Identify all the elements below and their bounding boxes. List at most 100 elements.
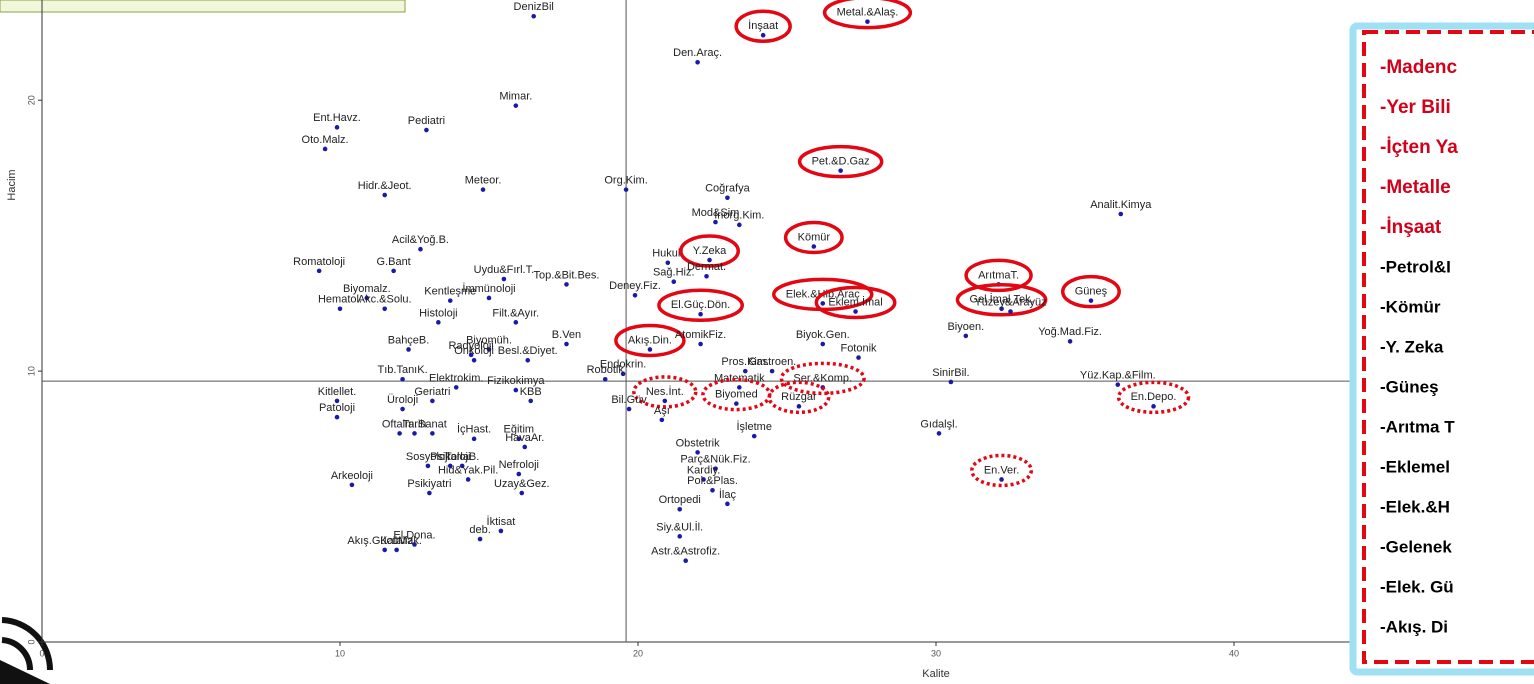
point <box>412 542 417 547</box>
highlight-ring <box>964 258 1033 293</box>
point <box>513 103 519 108</box>
point-label: Fizikokimya <box>487 375 545 387</box>
point <box>382 547 388 553</box>
note-box <box>0 0 406 13</box>
point-label: Aşı <box>654 405 670 417</box>
point-label: Deney.Fiz. <box>609 280 661 292</box>
panel-item: -Güneş <box>1380 377 1439 396</box>
point <box>820 301 826 306</box>
point <box>948 379 954 385</box>
point <box>698 311 703 317</box>
panel-item: -Elek.&H <box>1380 497 1450 516</box>
point-label: Psikiyatri <box>407 478 451 490</box>
point <box>447 298 453 303</box>
x-tick-label: 10 <box>335 648 345 658</box>
point <box>1008 309 1013 314</box>
side-panel: -Madenc -Yer Bili -İçten Ya -Metalle -İnşaat… <box>1349 22 1534 676</box>
point <box>430 398 435 404</box>
panel-item: -Madenc <box>1380 57 1458 78</box>
point-label: Pet.&D.Gaz <box>812 156 870 168</box>
point-label: Biyomüh. <box>466 334 512 346</box>
point <box>796 404 802 409</box>
highlight-ring <box>822 0 913 30</box>
point-label: Gastroen. <box>748 356 796 368</box>
point-label: Ser.&Komp. <box>793 372 852 384</box>
point-label: Onkoloji <box>454 345 494 357</box>
point <box>662 398 668 404</box>
point <box>564 282 569 287</box>
point <box>1088 298 1094 303</box>
point <box>316 268 322 274</box>
point <box>525 357 531 363</box>
point <box>698 341 703 347</box>
point <box>480 187 486 192</box>
point <box>471 357 477 363</box>
point-label: Yüzey&Arayüz <box>974 296 1046 308</box>
point-label: Kardiy. <box>687 464 720 476</box>
point-label: Psikoloji <box>430 451 470 463</box>
point-label: KBB <box>520 386 542 398</box>
point <box>737 385 742 390</box>
point <box>334 414 340 420</box>
point <box>477 536 483 542</box>
point <box>519 490 525 496</box>
highlight-ring <box>1116 380 1191 415</box>
x-tick-label: 30 <box>931 648 941 658</box>
x-tick-label: 40 <box>1229 648 1239 658</box>
point <box>447 463 453 469</box>
point <box>427 490 432 496</box>
point-label: İnorg.Kim. <box>714 209 764 222</box>
highlight-ring <box>783 220 844 255</box>
point <box>394 547 399 553</box>
point <box>737 222 742 228</box>
point-label: El.Dona. <box>393 529 435 541</box>
point-label: Histoloji <box>419 307 458 319</box>
point-label: Yüz.Kap.&Film. <box>1080 370 1156 382</box>
point-label: Güneş <box>1075 286 1108 298</box>
point-label: Pediatri <box>408 115 445 127</box>
point-label: Fotonik <box>840 342 877 354</box>
point <box>734 401 739 406</box>
point-label: Romatoloji <box>293 256 345 268</box>
point <box>498 528 504 534</box>
point <box>936 431 942 436</box>
point <box>963 333 969 339</box>
point-label: Hidr.&Jeot. <box>358 180 412 192</box>
point <box>999 306 1004 312</box>
point <box>400 406 405 412</box>
point-label: Kataliz <box>380 535 413 547</box>
point <box>820 341 826 347</box>
point <box>999 477 1004 482</box>
point-label: İmmünoloji <box>462 282 515 295</box>
point <box>334 398 340 404</box>
point <box>659 417 665 423</box>
point <box>453 385 459 390</box>
point-label: İnşaat <box>748 19 778 32</box>
point-label: Tarih <box>403 418 427 430</box>
point <box>337 306 343 312</box>
point <box>1067 339 1073 344</box>
point-label: Nes.İnt. <box>646 385 684 398</box>
y-tick-label: 10 <box>26 366 36 376</box>
highlight-ring <box>734 9 792 43</box>
point <box>713 466 718 471</box>
point <box>677 534 683 539</box>
point-label: Elektrokim. <box>429 372 483 384</box>
point <box>400 376 405 382</box>
point <box>751 433 757 439</box>
point-label: Astr.&Astrofiz. <box>651 546 720 558</box>
point-label: DenizBil <box>514 1 554 13</box>
highlight-ring <box>679 234 740 268</box>
point-label: Ent.Havz. <box>313 112 361 124</box>
highlight-ring <box>632 375 698 409</box>
point-label: Meteor. <box>465 175 502 187</box>
point <box>516 436 522 442</box>
y-tick-label: 0 <box>26 639 36 644</box>
point-label: Analit.Kimya <box>1090 199 1152 211</box>
point <box>465 477 471 482</box>
point-label: Biyomed <box>715 389 758 401</box>
point-label: İktisat <box>487 515 516 528</box>
point <box>418 246 423 252</box>
point <box>391 268 396 274</box>
